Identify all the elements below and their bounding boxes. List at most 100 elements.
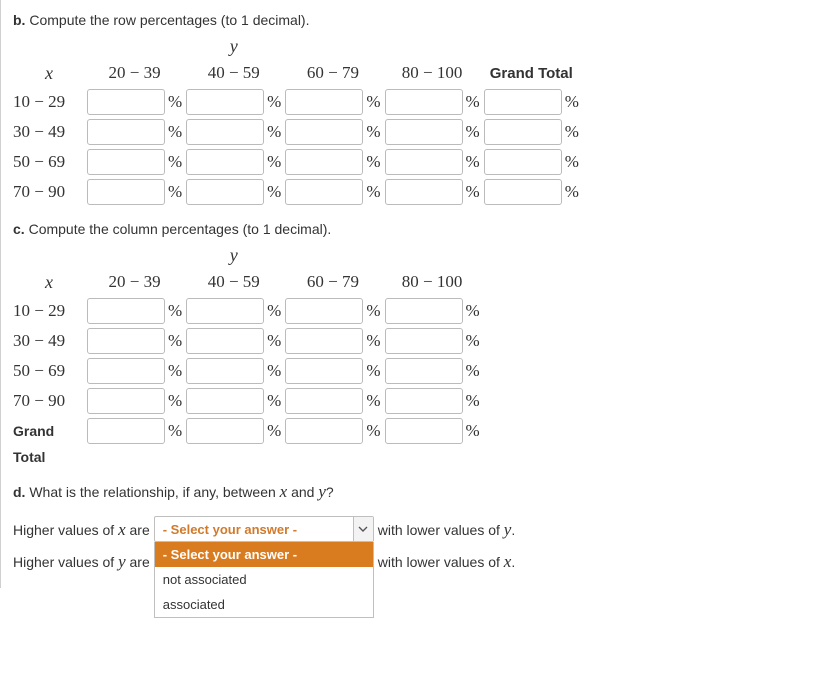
pct-input-c-2-3[interactable] [385,358,463,384]
pct-input-b-0-2[interactable] [285,89,363,115]
answer-select-1[interactable]: - Select your answer - - Select your ans… [154,516,374,542]
pct-input-b-3-0[interactable] [87,179,165,205]
pct-sign: % [366,421,380,440]
pct-input-c-1-2[interactable] [285,328,363,354]
pct-input-c-3-0[interactable] [87,388,165,414]
pct-input-c-gt-0[interactable] [87,418,165,444]
part-d-text-before: What is the relationship, if any, betwee… [29,484,279,500]
pct-input-b-2-0[interactable] [87,149,165,175]
col-head-b-0: 20 − 39 [85,59,184,87]
pct-input-c-2-2[interactable] [285,358,363,384]
line1-post: with lower values of y. [378,516,516,540]
pct-input-b-3-1[interactable] [186,179,264,205]
pct-sign: % [267,421,281,440]
pct-input-b-3-3[interactable] [385,179,463,205]
pct-input-c-gt-1[interactable] [186,418,264,444]
pct-input-c-0-1[interactable] [186,298,264,324]
part-c-label: c. [13,221,25,237]
pct-input-c-0-3[interactable] [385,298,463,324]
pct-sign: % [267,122,281,141]
pct-input-b-1-2[interactable] [285,119,363,145]
pct-sign: % [168,391,182,410]
line2-row: Higher values of y are with lower values… [13,548,809,574]
col-head-c-0: 20 − 39 [85,268,184,296]
pct-input-c-1-1[interactable] [186,328,264,354]
pct-input-b-0-gt[interactable] [484,89,562,115]
pct-sign: % [267,331,281,350]
pct-sign: % [366,122,380,141]
pct-sign: % [366,331,380,350]
pct-input-b-1-1[interactable] [186,119,264,145]
pct-input-b-2-1[interactable] [186,149,264,175]
pct-sign: % [565,92,579,111]
pct-input-c-1-0[interactable] [87,328,165,354]
col-head-c-1: 40 − 59 [184,268,283,296]
dropdown-option-1[interactable]: not associated [155,567,373,592]
pct-sign: % [267,182,281,201]
pct-sign: % [168,182,182,201]
pct-input-b-0-0[interactable] [87,89,165,115]
pct-sign: % [168,361,182,380]
pct-sign: % [366,152,380,171]
pct-input-c-2-0[interactable] [87,358,165,384]
part-b-text: Compute the row percentages (to 1 decima… [29,12,309,28]
y-header-c: y [184,245,283,268]
pct-sign: % [168,152,182,171]
part-b-label: b. [13,12,25,28]
col-head-c-2: 60 − 79 [283,268,382,296]
pct-sign: % [466,182,480,201]
pct-input-b-0-3[interactable] [385,89,463,115]
part-d-title: d. What is the relationship, if any, bet… [13,482,809,502]
x-header-b: x [13,59,85,87]
part-d-text-mid: and [287,484,318,500]
dropdown-option-2[interactable]: associated [155,592,373,617]
pct-sign: % [466,421,480,440]
row-label-b-0: 10 − 29 [13,87,85,117]
grand-total-row1: Grand [13,416,85,446]
pct-input-b-1-3[interactable] [385,119,463,145]
pct-input-c-0-2[interactable] [285,298,363,324]
dropdown-option-0[interactable]: - Select your answer - [155,542,373,567]
chevron-down-icon[interactable] [353,517,373,541]
pct-input-c-gt-3[interactable] [385,418,463,444]
pct-sign: % [466,391,480,410]
pct-input-c-3-3[interactable] [385,388,463,414]
pct-input-b-0-1[interactable] [186,89,264,115]
pct-input-b-3-2[interactable] [285,179,363,205]
pct-input-c-1-3[interactable] [385,328,463,354]
pct-sign: % [565,122,579,141]
row-label-c-2: 50 − 69 [13,356,85,386]
grand-total-header: Grand Total [482,59,581,87]
pct-input-b-1-0[interactable] [87,119,165,145]
pct-sign: % [466,331,480,350]
pct-sign: % [168,122,182,141]
pct-input-b-2-gt[interactable] [484,149,562,175]
col-head-c-3: 80 − 100 [383,268,482,296]
pct-sign: % [466,92,480,111]
pct-sign: % [267,152,281,171]
pct-input-c-gt-2[interactable] [285,418,363,444]
pct-input-b-3-gt[interactable] [484,179,562,205]
pct-sign: % [267,92,281,111]
row-label-b-2: 50 − 69 [13,147,85,177]
pct-input-b-1-gt[interactable] [484,119,562,145]
pct-input-c-2-1[interactable] [186,358,264,384]
pct-input-c-3-2[interactable] [285,388,363,414]
grand-total-row2: Total [13,446,85,468]
pct-sign: % [565,182,579,201]
pct-sign: % [168,421,182,440]
part-b-title: b. Compute the row percentages (to 1 dec… [13,12,809,28]
pct-input-c-0-0[interactable] [87,298,165,324]
pct-input-b-2-3[interactable] [385,149,463,175]
pct-input-c-3-1[interactable] [186,388,264,414]
part-d-text-end: ? [326,484,334,500]
pct-sign: % [366,361,380,380]
pct-sign: % [565,152,579,171]
pct-sign: % [267,301,281,320]
row-label-c-1: 30 − 49 [13,326,85,356]
pct-sign: % [366,182,380,201]
pct-input-b-2-2[interactable] [285,149,363,175]
col-head-b-3: 80 − 100 [383,59,482,87]
line1-pre: Higher values of x are [13,516,150,540]
pct-sign: % [466,152,480,171]
